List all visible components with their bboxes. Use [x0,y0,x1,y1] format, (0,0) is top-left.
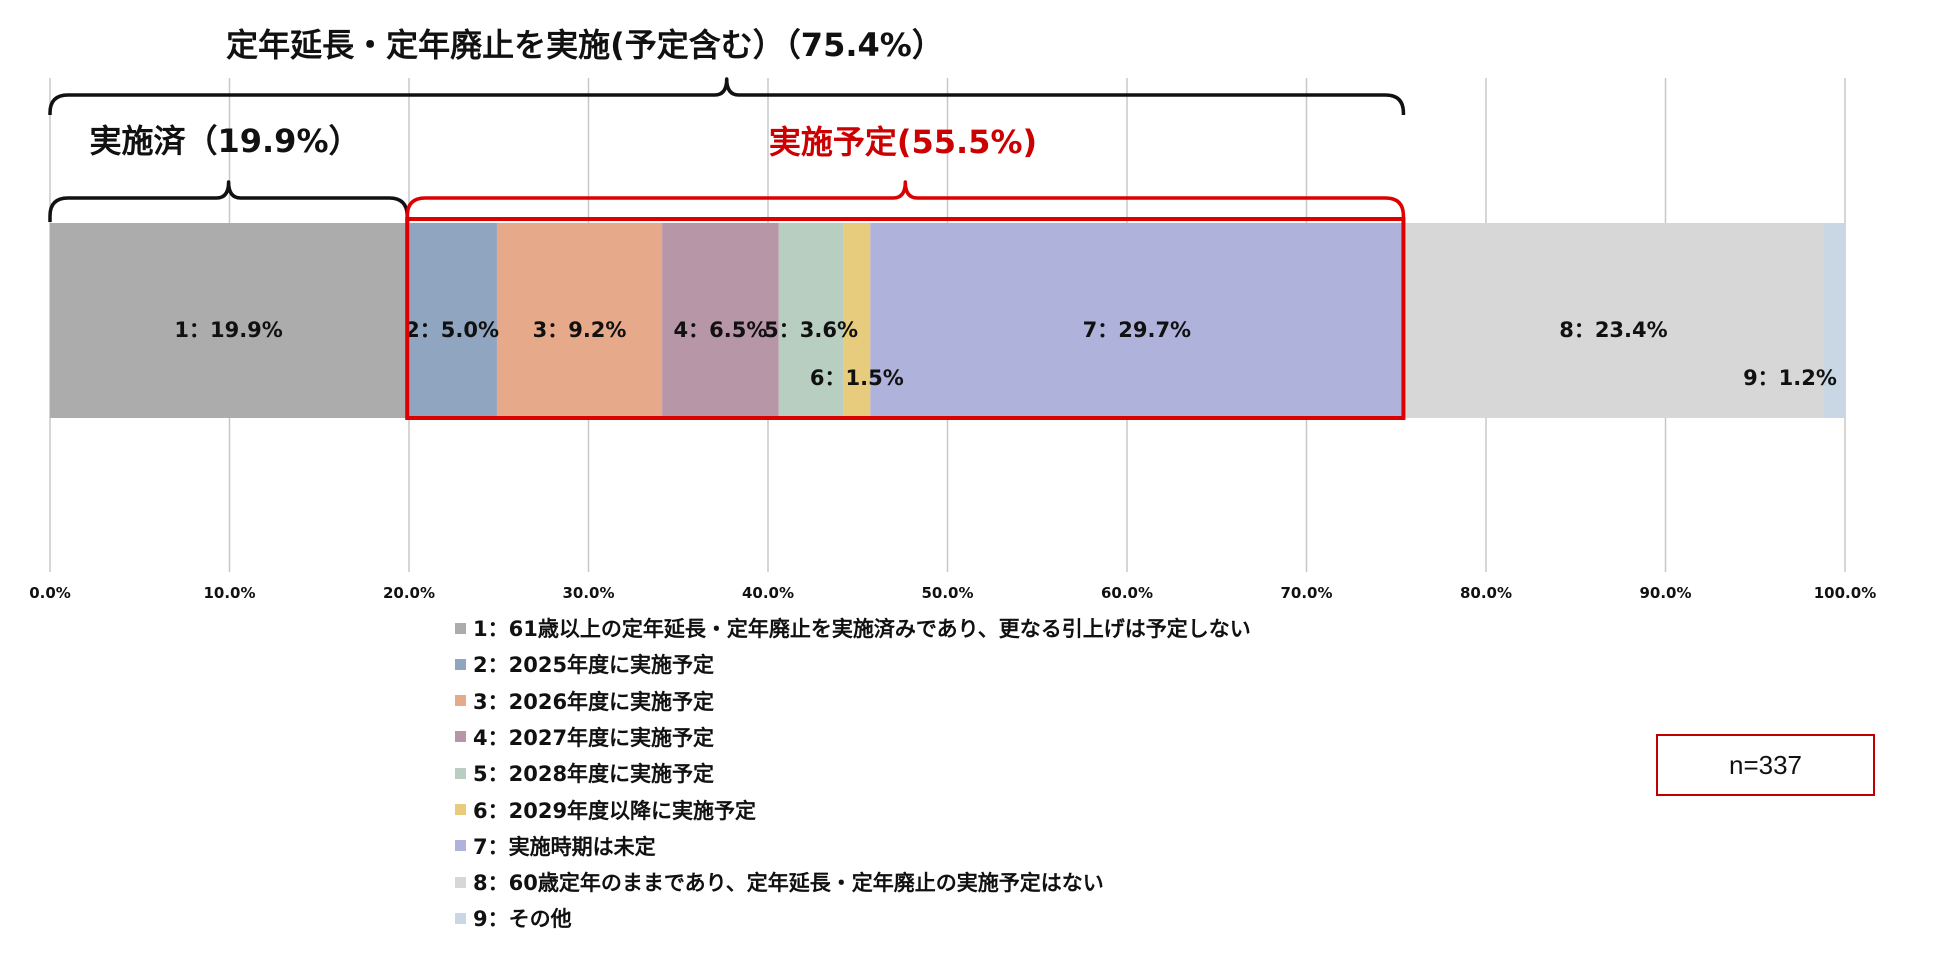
x-tick-label: 10.0% [203,584,255,602]
bar-segment-9 [1823,223,1845,418]
legend-item: 6：2029年度以降に実施予定 [455,796,756,824]
chart-title: 定年延長・定年廃止を実施(予定含む）（75.4%） [226,26,944,64]
legend-label: 3：2026年度に実施予定 [473,689,715,714]
x-tick-label: 80.0% [1460,584,1512,602]
segment-label-3: 3：9.2% [533,318,627,342]
legend-swatch [455,840,466,852]
bar-segments: 1：19.9% 2：5.0% 3：9.2% 4：6.5%5：3.6% 6：1.5% 7：2… [50,217,1845,420]
segment-label-9: 9：1.2% [1743,366,1837,390]
x-tick-label: 20.0% [383,584,435,602]
x-tick-label: 30.0% [562,584,614,602]
legend-item: 3：2026年度に実施予定 [455,687,714,715]
legend-swatch [455,731,466,743]
legend-item: 2：2025年度に実施予定 [455,650,714,678]
annotation-brackets [48,77,1406,222]
bar-segment-2 [407,223,497,418]
legend-label: 9：その他 [473,907,572,932]
legend-swatch [455,876,466,888]
segment-label-6: 6：1.5% [810,366,904,390]
legend-swatch [455,912,466,924]
legend-swatch [455,767,466,779]
x-tick-label: 0.0% [29,584,71,602]
x-tick-label: 50.0% [921,584,973,602]
x-tick-label: 90.0% [1639,584,1691,602]
planned-bracket [405,180,1406,222]
legend-label: 5：2028年度に実施予定 [473,762,715,787]
legend-item: 1：61歳以上の定年延長・定年廃止を実施済みであり、更なる引上げは予定しない [455,614,1251,642]
planned-annotation: 実施予定(55.5%) [769,123,1037,161]
sample-size-box: n=337 [1656,734,1875,796]
planned-outline [405,217,1406,420]
legend-swatch [455,804,466,815]
legend-swatch [455,695,466,707]
x-tick-label: 60.0% [1101,584,1153,602]
bar-segment-5 [778,223,844,418]
bar-segment-7 [870,223,1404,418]
legend-item: 5：2028年度に実施予定 [455,759,714,787]
segment-label-1: 1：19.9% [174,318,282,342]
legend-swatch [455,622,466,634]
segment-label-5: 5：3.6% [764,318,858,342]
sample-size-label: n=337 [1728,749,1803,780]
implemented-annotation: 実施済（19.9%） [89,122,360,160]
x-tick-label: 40.0% [742,584,794,602]
x-axis-tick-labels: 0.0% 10.0% 20.0% 30.0% 40.0% 50.0% 60.0% 70.0% 8… [29,584,1876,602]
implemented-bracket [48,180,409,222]
legend-label: 2：2025年度に実施予定 [473,653,715,678]
bar-segment-3 [496,223,663,418]
legend-item: 9：その他 [455,904,572,932]
bar-segment-6 [843,223,871,418]
segment-label-8: 8：23.4% [1559,318,1667,342]
legend-label: 4：2027年度に実施予定 [473,725,715,750]
legend-item: 4：2027年度に実施予定 [455,723,714,751]
x-tick-label: 100.0% [1814,584,1876,602]
bar-segment-8 [1403,223,1824,418]
legend-label: 7：実施時期は未定 [473,834,656,859]
segment-label-2: 2：5.0% [405,318,499,342]
segment-label-4: 4：6.5% [674,318,768,342]
x-tick-label: 70.0% [1280,584,1332,602]
total-bracket [48,77,1406,115]
bar-segment-1 [50,223,408,418]
legend-item: 7：実施時期は未定 [455,832,656,860]
legend-label: 6：2029年度以降に実施予定 [473,798,757,823]
segment-label-7: 7：29.7% [1083,318,1191,342]
legend-item: 8：60歳定年のままであり、定年延長・定年廃止の実施予定はない [455,868,1104,896]
legend-label: 8：60歳定年のままであり、定年延長・定年廃止の実施予定はない [473,871,1104,896]
legend-label: 1：61歳以上の定年延長・定年廃止を実施済みであり、更なる引上げは予定しない [473,617,1251,641]
bar-segment-4 [662,223,779,418]
legend-swatch [455,658,466,670]
